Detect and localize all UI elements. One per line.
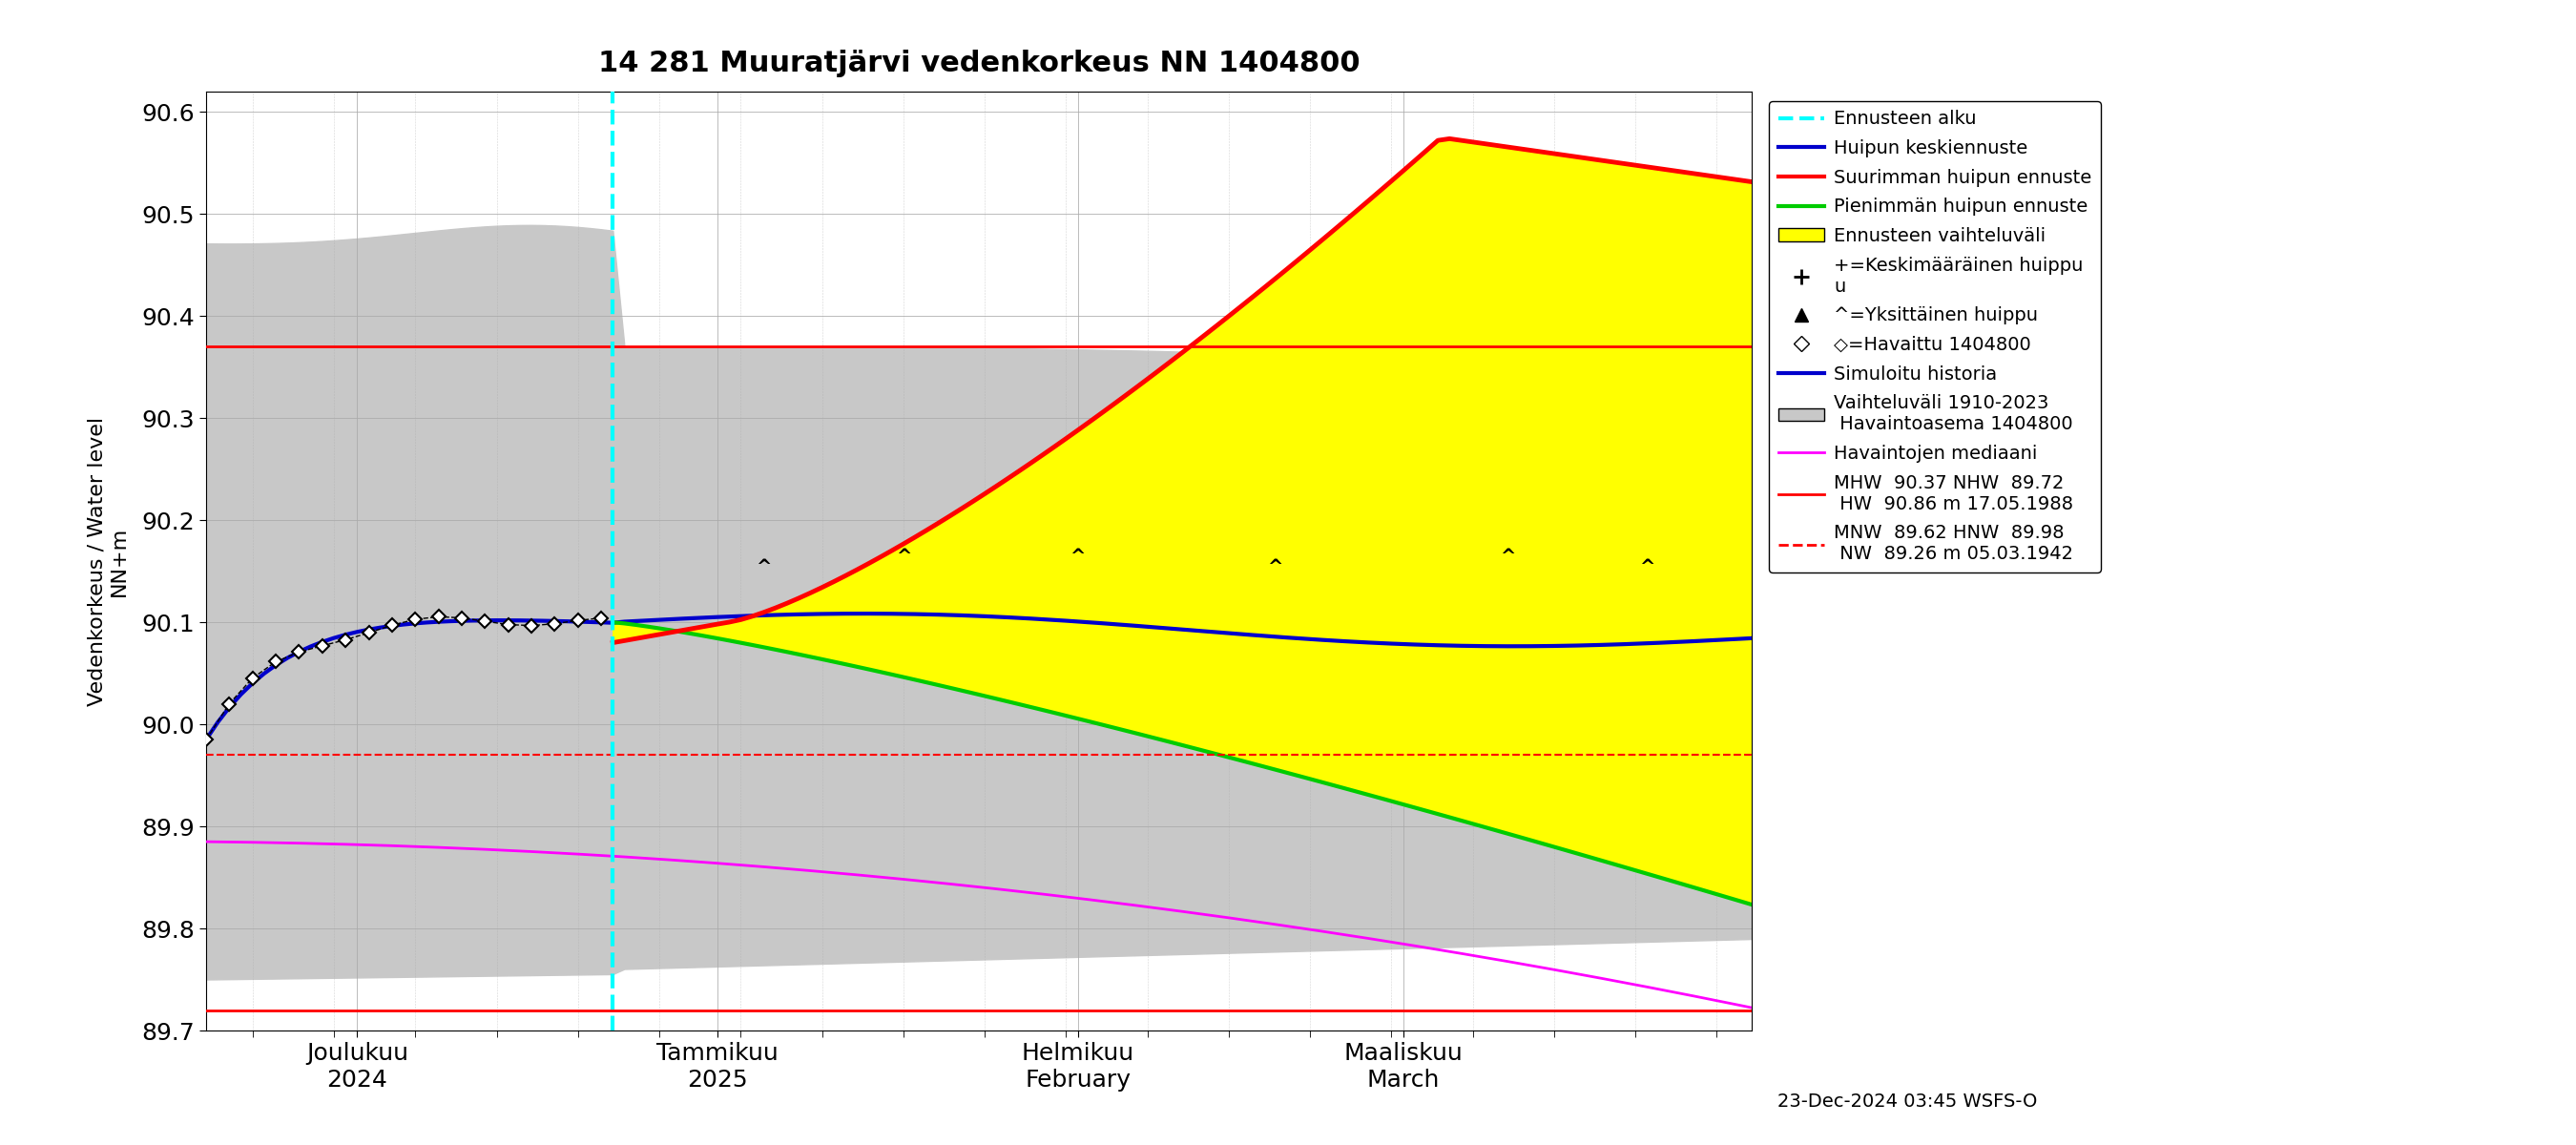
Text: 23-Dec-2024 03:45 WSFS-O: 23-Dec-2024 03:45 WSFS-O [1777,1092,2038,1111]
Text: ^: ^ [757,559,773,576]
Text: ^: ^ [896,548,912,566]
Legend: Ennusteen alku, Huipun keskiennuste, Suurimman huipun ennuste, Pienimmän huipun : Ennusteen alku, Huipun keskiennuste, Suu… [1770,101,2099,572]
Text: ^: ^ [1638,559,1654,576]
Y-axis label: Vedenkorkeus / Water level
NN+m: Vedenkorkeus / Water level NN+m [88,417,129,705]
Text: ^: ^ [1069,548,1084,566]
Text: ^: ^ [1267,559,1283,576]
Text: ^: ^ [1499,548,1515,566]
Title: 14 281 Muuratjärvi vedenkorkeus NN 1404800: 14 281 Muuratjärvi vedenkorkeus NN 14048… [598,49,1360,78]
